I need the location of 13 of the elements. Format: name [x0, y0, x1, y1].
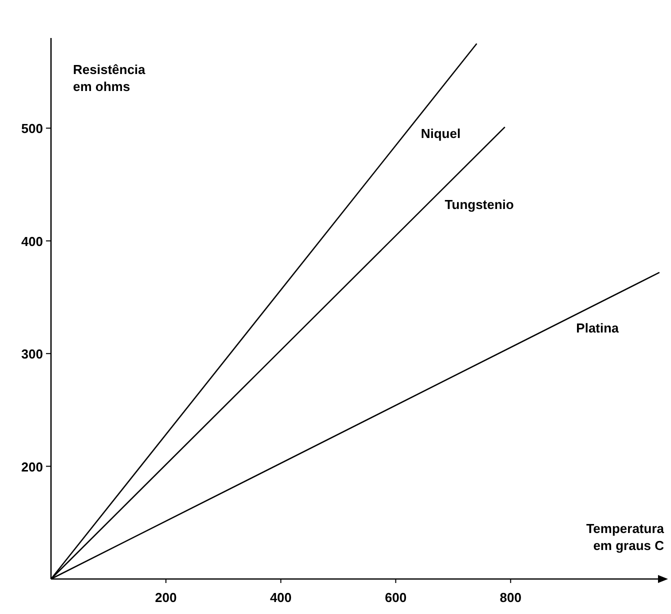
y-axis-title: Resistência em ohms — [73, 62, 146, 94]
x-tick-label: 400 — [270, 590, 292, 605]
series-label: Niquel — [420, 126, 461, 141]
series-label: Platina — [576, 320, 620, 336]
y-tick-label: 400 — [21, 234, 43, 249]
x-tick-label: 200 — [155, 590, 177, 605]
x-tick-label: 800 — [500, 590, 522, 605]
x-tick-label: 600 — [384, 590, 407, 605]
y-tick-label: 300 — [21, 346, 43, 362]
series-label: Tungstenio — [444, 196, 514, 212]
x-axis-title: Temperatura em graus C — [586, 521, 665, 553]
y-tick-label: 500 — [21, 121, 43, 136]
y-tick-label: 200 — [21, 459, 43, 474]
